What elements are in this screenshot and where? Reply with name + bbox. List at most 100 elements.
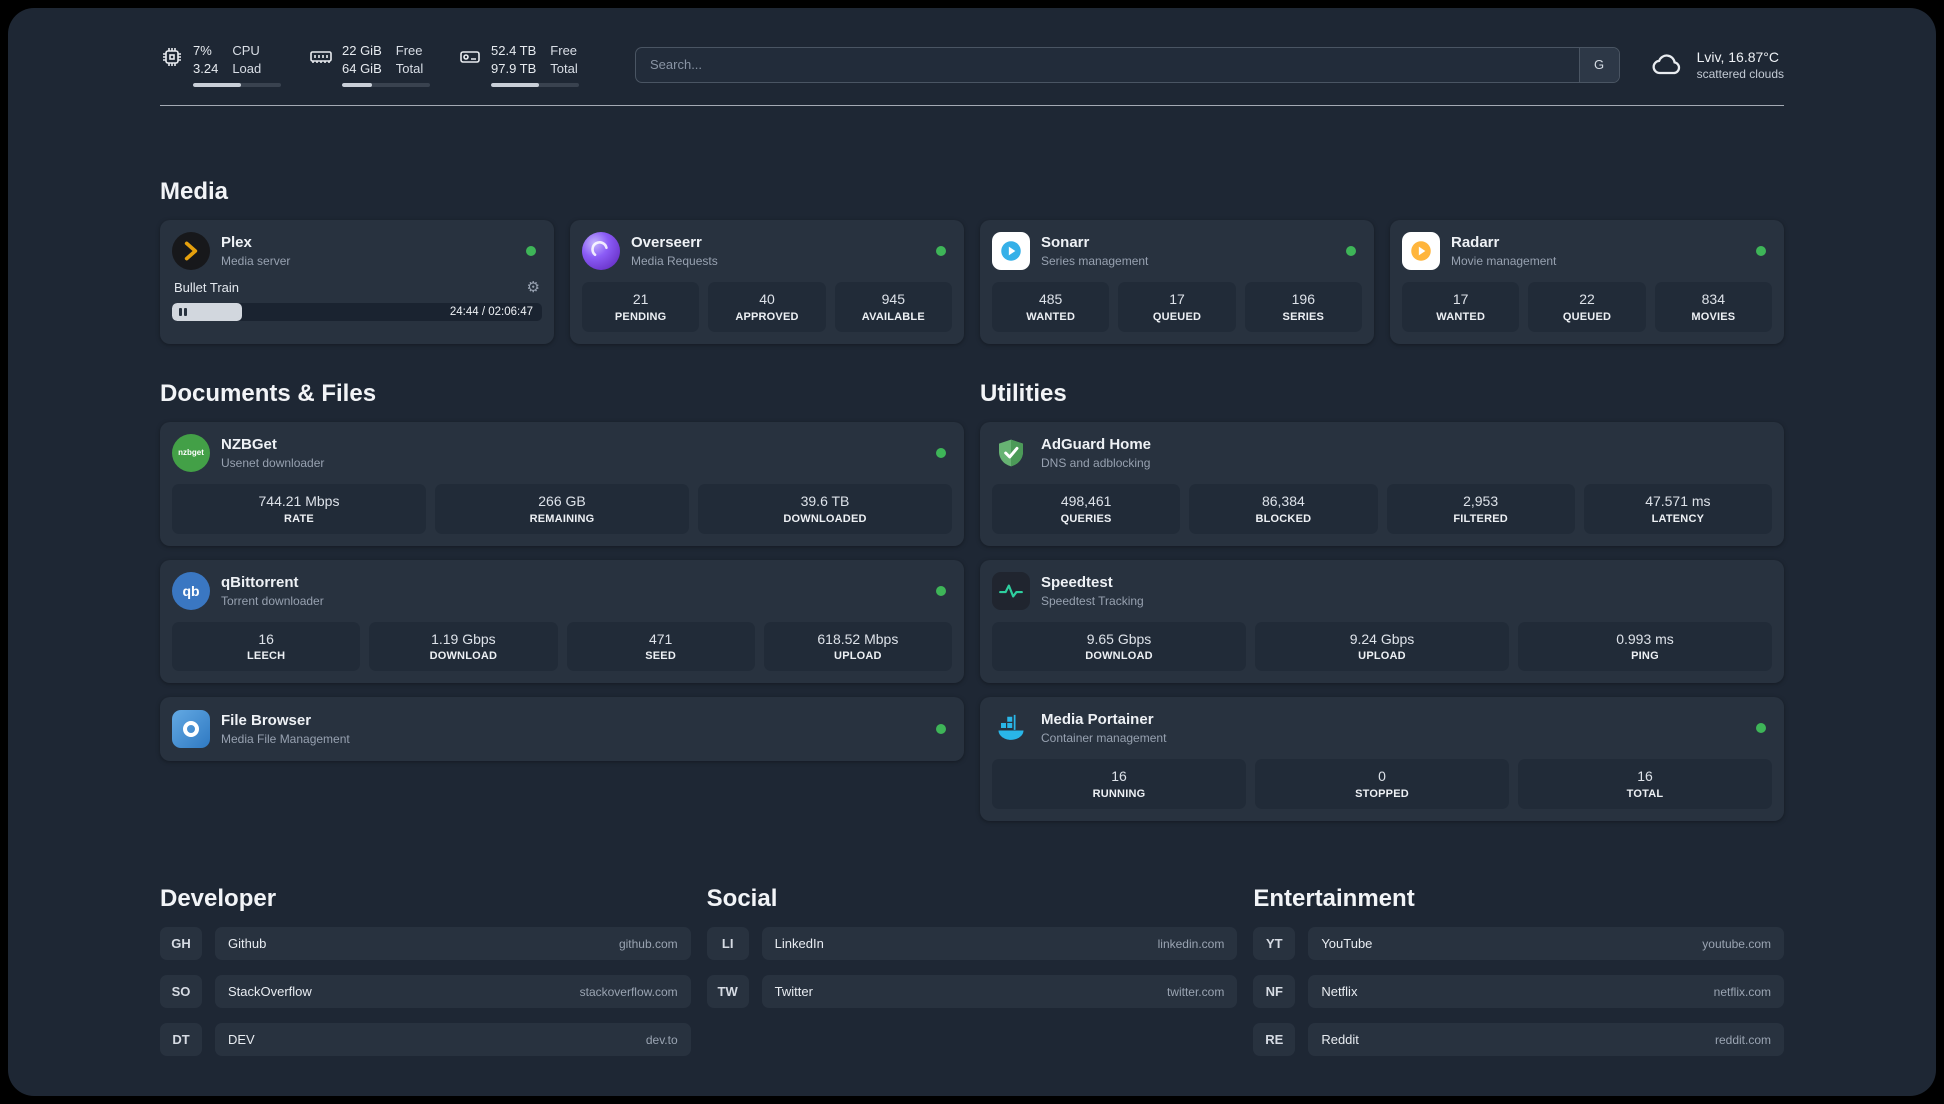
stat-tile: 2,953 FILTERED — [1386, 483, 1575, 534]
stat-tile: 17 WANTED — [1402, 282, 1520, 332]
stat-tile: 86,384 BLOCKED — [1189, 483, 1378, 534]
section-media: Media Plex Media server Bullet Train — [160, 178, 1784, 344]
radarr-icon — [1402, 232, 1440, 271]
bookmark-abbr: TW — [706, 975, 749, 1009]
app-name: Radarr — [1451, 234, 1500, 252]
stat-tile: 498,461 QUERIES — [992, 483, 1181, 534]
bookmark-reddit[interactable]: RE Reddit reddit.com — [1253, 1023, 1784, 1057]
disk-progress-bar — [491, 83, 579, 88]
app-desc: Usenet downloader — [221, 455, 325, 470]
bookmark-url: youtube.com — [1702, 936, 1771, 951]
pause-icon — [179, 308, 187, 317]
app-name: Media Portainer — [1041, 711, 1154, 729]
bookmark-dev[interactable]: DT DEV dev.to — [160, 1023, 691, 1057]
cpu-icon — [160, 45, 184, 69]
section-title-utilities: Utilities — [980, 379, 1067, 407]
bookmark-abbr: DT — [160, 1023, 202, 1057]
cpu-label: CPU — [232, 43, 260, 58]
app-desc: Speedtest Tracking — [1041, 593, 1144, 608]
app-desc: Media server — [221, 254, 291, 269]
section-title-media: Media — [160, 178, 229, 206]
app-card-overseerr[interactable]: Overseerr Media Requests 21 PENDING 40 A… — [570, 220, 964, 344]
ram-free-label: Free — [395, 43, 423, 58]
search-engine-button[interactable]: G — [1578, 47, 1619, 82]
disk-metric: 52.4 TB 97.9 TB Free Total — [458, 42, 579, 88]
status-dot — [936, 585, 946, 596]
stat-tile: 16 TOTAL — [1518, 759, 1772, 810]
bookmark-netflix[interactable]: NF Netflix netflix.com — [1253, 975, 1784, 1009]
weather-condition: scattered clouds — [1696, 66, 1784, 81]
bookmark-url: reddit.com — [1714, 1032, 1771, 1047]
section-utilities: Utilities AdGuard Home — [980, 379, 1784, 822]
bookmark-youtube[interactable]: YT YouTube youtube.com — [1253, 927, 1784, 961]
bookmark-name: Netflix — [1321, 984, 1358, 1000]
search-input[interactable] — [636, 57, 1579, 73]
gear-icon[interactable]: ⚙ — [526, 279, 540, 297]
app-card-speedtest[interactable]: Speedtest Speedtest Tracking 9.65 Gbps D… — [980, 559, 1784, 684]
app-card-adguard[interactable]: AdGuard Home DNS and adblocking 498,461 … — [980, 421, 1784, 546]
app-desc: Series management — [1041, 254, 1149, 269]
ram-total-label: Total — [395, 60, 424, 76]
app-card-sonarr[interactable]: Sonarr Series management 485 WANTED 17 Q… — [980, 220, 1374, 344]
app-desc: DNS and adblocking — [1041, 455, 1151, 470]
app-card-nzbget[interactable]: nzbget NZBGet Usenet downloader 744.21 M… — [160, 421, 964, 546]
bookmark-linkedin[interactable]: LI LinkedIn linkedin.com — [706, 927, 1238, 961]
weather-widget[interactable]: Lviv, 16.87°C scattered clouds — [1648, 49, 1784, 81]
section-title-developer: Developer — [160, 885, 277, 913]
stat-tile: 471 SEED — [566, 621, 755, 672]
stat-tile: 17 QUEUED — [1118, 282, 1236, 332]
app-card-filebrowser[interactable]: File Browser Media File Management — [160, 697, 964, 762]
stat-tile: 47.571 ms LATENCY — [1583, 483, 1772, 534]
app-card-portainer[interactable]: Media Portainer Container management 16 … — [980, 697, 1784, 822]
stat-tile: 266 GB REMAINING — [435, 483, 689, 534]
status-dot — [936, 246, 946, 257]
disk-total-value: 97.9 TB — [491, 60, 537, 76]
stat-tile: 0 STOPPED — [1255, 759, 1509, 810]
app-card-radarr[interactable]: Radarr Movie management 17 WANTED 22 QUE… — [1390, 220, 1784, 344]
app-card-qbittorrent[interactable]: qb qBittorrent Torrent downloader 16 LEE… — [160, 559, 964, 684]
app-name: Speedtest — [1041, 573, 1113, 591]
app-name: File Browser — [221, 712, 312, 730]
cpu-metric: 7% 3.24 CPU Load — [160, 42, 281, 88]
nzbget-icon: nzbget — [172, 433, 210, 472]
ram-total-value: 64 GiB — [342, 60, 382, 76]
app-card-plex[interactable]: Plex Media server Bullet Train ⚙ 24:44 — [160, 220, 554, 344]
app-name: Plex — [221, 234, 252, 252]
overseerr-icon — [582, 232, 620, 271]
stat-tile: 21 PENDING — [582, 282, 700, 332]
bookmark-url: netflix.com — [1713, 984, 1771, 999]
bookmark-github[interactable]: GH Github github.com — [160, 927, 691, 961]
playback-progress-bar[interactable]: 24:44 / 02:06:47 — [172, 303, 542, 322]
bookmark-abbr: NF — [1253, 975, 1296, 1009]
sonarr-icon — [992, 232, 1030, 271]
bookmark-url: stackoverflow.com — [579, 984, 678, 999]
cpu-load-value: 3.24 — [193, 60, 219, 76]
bookmark-stackoverflow[interactable]: SO StackOverflow stackoverflow.com — [160, 975, 691, 1009]
bookmark-abbr: SO — [160, 975, 202, 1009]
section-title-entertainment: Entertainment — [1253, 885, 1415, 913]
ram-progress-bar — [342, 83, 430, 88]
section-title-social: Social — [706, 885, 778, 913]
disk-total-label: Total — [550, 60, 578, 76]
stat-tile: 834 MOVIES — [1654, 282, 1772, 332]
now-playing-title: Bullet Train — [174, 280, 240, 296]
stat-tile: 16 LEECH — [172, 621, 361, 672]
bookmark-abbr: GH — [160, 927, 202, 961]
bookmark-name: Twitter — [774, 984, 813, 1000]
ram-icon — [309, 45, 333, 69]
stat-tile: 945 AVAILABLE — [834, 282, 952, 332]
bookmark-twitter[interactable]: TW Twitter twitter.com — [706, 975, 1238, 1009]
stat-tile: 0.993 ms PING — [1518, 621, 1772, 672]
stat-tile: 9.65 Gbps DOWNLOAD — [992, 621, 1246, 672]
app-desc: Media Requests — [631, 254, 718, 269]
status-dot — [526, 246, 536, 257]
app-desc: Movie management — [1451, 254, 1557, 269]
portainer-icon — [992, 709, 1030, 747]
status-dot — [1756, 723, 1766, 734]
app-name: Sonarr — [1041, 234, 1090, 252]
bookmark-url: github.com — [618, 936, 678, 951]
status-dot — [936, 447, 946, 458]
bookmark-abbr: RE — [1253, 1023, 1296, 1057]
stat-tile: 16 RUNNING — [992, 759, 1246, 810]
qbittorrent-icon: qb — [172, 571, 210, 610]
